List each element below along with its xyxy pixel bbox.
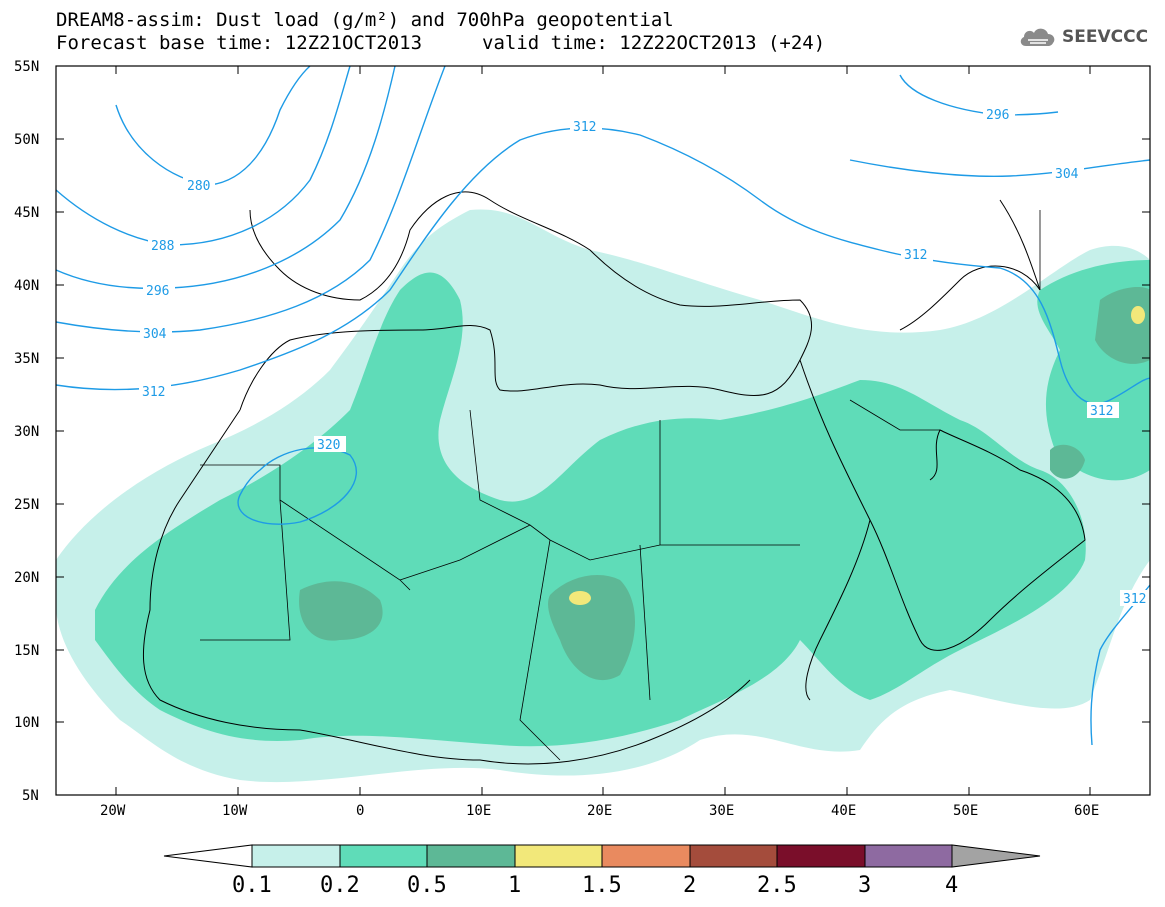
- colorbar-segment: [689, 844, 778, 868]
- lat-label: 40N: [14, 278, 39, 294]
- colorbar-label: 2.5: [757, 873, 797, 898]
- lat-label: 50N: [14, 132, 39, 148]
- lat-label: 35N: [14, 351, 39, 367]
- contour-label: 312: [904, 248, 927, 263]
- colorbar-segment: [514, 844, 603, 868]
- contour-label: 280: [187, 179, 210, 194]
- colorbar-labels: 0.1 0.2 0.5 1 1.5 2 2.5 3 4: [232, 873, 958, 898]
- dust-region-yellow-2: [1131, 306, 1145, 324]
- contour-label: 312: [1123, 592, 1146, 607]
- logo-text: SEEVCCC: [1062, 27, 1149, 47]
- lat-label: 55N: [14, 59, 39, 75]
- seevccc-logo: SEEVCCC: [1018, 24, 1148, 50]
- colorbar-label: 3: [858, 873, 871, 898]
- contour-label: 320: [317, 438, 340, 453]
- contour-296-east: [899, 74, 1059, 116]
- valid-time: valid time: 12Z22OCT2013 (+24): [482, 32, 826, 54]
- lon-label: 50E: [953, 803, 978, 819]
- lon-label: 10W: [222, 803, 248, 819]
- colorbar-segment: [339, 844, 428, 868]
- lon-label: 30E: [709, 803, 734, 819]
- forecast-base-time: Forecast base time: 12Z21OCT2013: [56, 32, 423, 54]
- colorbar: [163, 844, 1041, 868]
- lon-label: 20E: [587, 803, 612, 819]
- lat-label: 5N: [22, 788, 39, 804]
- lat-label: 25N: [14, 497, 39, 513]
- contour-label: 312: [573, 120, 596, 135]
- contour-label: 288: [151, 239, 174, 254]
- colorbar-segment: [601, 844, 691, 868]
- lon-label: 20W: [100, 803, 126, 819]
- contour-label: 296: [146, 284, 169, 299]
- latitude-axis: [56, 65, 1150, 796]
- lat-label: 10N: [14, 715, 39, 731]
- colorbar-segment: [251, 844, 341, 868]
- contour-label: 296: [986, 108, 1009, 123]
- lat-label: 30N: [14, 424, 39, 440]
- lat-label: 20N: [14, 570, 39, 586]
- contour-312-east: [1090, 584, 1151, 746]
- contour-296: [55, 65, 396, 290]
- contour-288: [55, 65, 351, 246]
- colorbar-label: 0.5: [407, 873, 447, 898]
- lon-label: 60E: [1074, 803, 1099, 819]
- borders: [200, 210, 1041, 761]
- dust-region-yellow: [569, 591, 591, 605]
- colorbar-segment: [864, 844, 953, 868]
- lon-label: 0: [356, 803, 364, 819]
- longitude-labels: 20W 10W 0 10E 20E 30E 40E 50E 60E: [100, 803, 1099, 819]
- colorbar-label: 1: [508, 873, 521, 898]
- contour-label: 312: [142, 385, 165, 400]
- contour-304: [55, 65, 446, 333]
- contour-280: [115, 65, 311, 186]
- colorbar-label: 4: [945, 873, 958, 898]
- colorbar-over-arrow: [951, 844, 1041, 868]
- dust-field: [56, 209, 1150, 783]
- colorbar-segment: [776, 844, 866, 868]
- colorbar-label: 0.2: [320, 873, 360, 898]
- lat-label: 15N: [14, 643, 39, 659]
- contour-312-west: [55, 127, 1151, 405]
- colorbar-label: 1.5: [582, 873, 622, 898]
- contour-304-east: [849, 159, 1151, 177]
- colorbar-under-arrow: [163, 844, 253, 868]
- contour-labels: 280 288 296 304 312 320 312 296 304 312 …: [139, 106, 1150, 607]
- dust-region-dark: [299, 581, 383, 641]
- geopotential-contours: [55, 65, 1151, 746]
- contour-label: 304: [1055, 167, 1079, 182]
- longitude-axis: [115, 66, 1091, 795]
- colorbar-label: 0.1: [232, 873, 272, 898]
- colorbar-label: 2: [683, 873, 696, 898]
- colorbar-segment: [426, 844, 516, 868]
- dust-region-dark-4: [1050, 444, 1085, 479]
- map-title: DREAM8-assim: Dust load (g/m²) and 700hP…: [56, 9, 674, 31]
- lon-label: 40E: [831, 803, 856, 819]
- contour-label: 312: [1090, 404, 1113, 419]
- cloud-icon: [1020, 28, 1055, 46]
- dust-region-dark-2: [548, 575, 635, 681]
- lat-label: 45N: [14, 205, 39, 221]
- dust-region-dark-3: [1095, 287, 1150, 364]
- contour-label: 304: [143, 327, 167, 342]
- latitude-labels: 55N 50N 45N 40N 35N 30N 25N 20N 15N 10N …: [14, 59, 39, 804]
- lon-label: 10E: [466, 803, 491, 819]
- coastlines: [142, 191, 1086, 765]
